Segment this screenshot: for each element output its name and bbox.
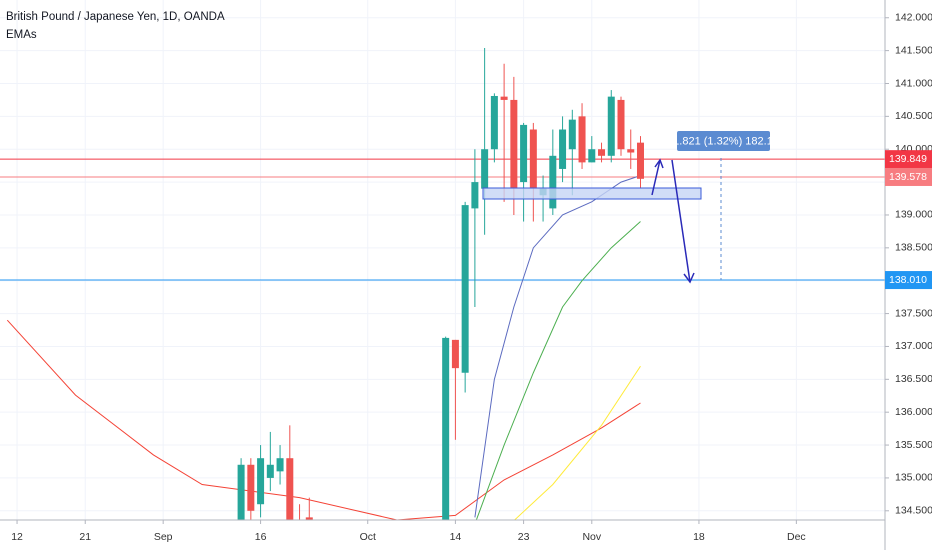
arrow-head [654,158,664,169]
price-tag-label: 138.010 [889,274,927,286]
candle-body [481,149,489,189]
x-tick-label: 14 [450,531,462,543]
candle-body [578,116,586,163]
candle-body [568,119,576,150]
candle-body [247,464,255,511]
x-tick-label: 12 [11,531,23,543]
y-tick-label: 135.000 [895,472,932,484]
x-tick-label: 18 [693,531,705,543]
y-tick-label: 141.500 [895,44,932,56]
measure-box [677,131,770,151]
candle-body [266,464,274,478]
candle-body [451,339,459,369]
candle-body [276,458,284,472]
candle-body [617,99,625,150]
candle-body [529,129,537,189]
candle-body [442,337,450,520]
y-tick-label: 134.500 [895,505,932,517]
candle-body [510,99,518,189]
candle-body [607,96,615,156]
x-tick-label: 16 [255,531,267,543]
candle-body [237,464,245,520]
y-tick-label: 136.000 [895,406,932,418]
arrow [671,159,691,283]
y-tick-label: 137.000 [895,340,932,352]
x-tick-label: Dec [787,531,806,543]
candle-body [461,205,469,373]
axes: 134.500 135.000 135.500 136.000 136.500 137.0… [11,12,932,543]
plot-area [0,47,885,531]
ema-line [513,365,641,520]
price-tag-label: 139.578 [889,171,927,183]
candle-body [471,182,479,209]
x-tick-label: Nov [582,531,601,543]
x-tick-label: Oct [360,531,376,543]
chart-title: British Pound / Japanese Yen, 1D, OANDA [6,11,225,23]
price-tag [885,150,932,169]
candle-body [627,149,635,153]
measure-label: 1.821 (1.32%) 182.1 [673,135,773,147]
candle-body [636,142,644,179]
candle-body [296,524,303,531]
candle-body [257,458,265,505]
drawings: 1.821 (1.32%) 182.1 [482,131,773,284]
y-tick-label: 140.500 [895,110,932,122]
price-tag [885,167,932,186]
x-tick-label: 23 [518,531,530,543]
y-tick-label: 136.500 [895,373,932,385]
x-tick-label: 21 [79,531,91,543]
x-tick-label: Sep [154,531,173,543]
y-tick-label: 135.500 [895,439,932,451]
arrow-head [683,272,695,284]
candle-body [500,96,508,100]
candle-body [559,129,567,169]
candle-body [286,458,294,520]
candle-body [520,124,528,183]
candle-body [598,149,606,156]
arrow [651,159,661,196]
y-tick-label: 137.500 [895,307,932,319]
candle-body [588,149,596,163]
ema-line [474,175,641,518]
price-tag [885,271,932,290]
ema-line [6,319,641,520]
y-tick-label: 141.000 [895,77,932,89]
candle-body [305,517,313,520]
y-tick-label: 139.000 [895,209,932,221]
zone-box [482,187,702,200]
y-tick-label: 138.500 [895,242,932,254]
chart-subtitle: EMAs [6,29,37,41]
y-tick-label: 142.000 [895,12,932,24]
candle-body [549,155,557,209]
grid [0,0,885,520]
price-tag-label: 139.849 [889,153,927,165]
ema-line [475,221,641,520]
candle-body [490,95,498,150]
